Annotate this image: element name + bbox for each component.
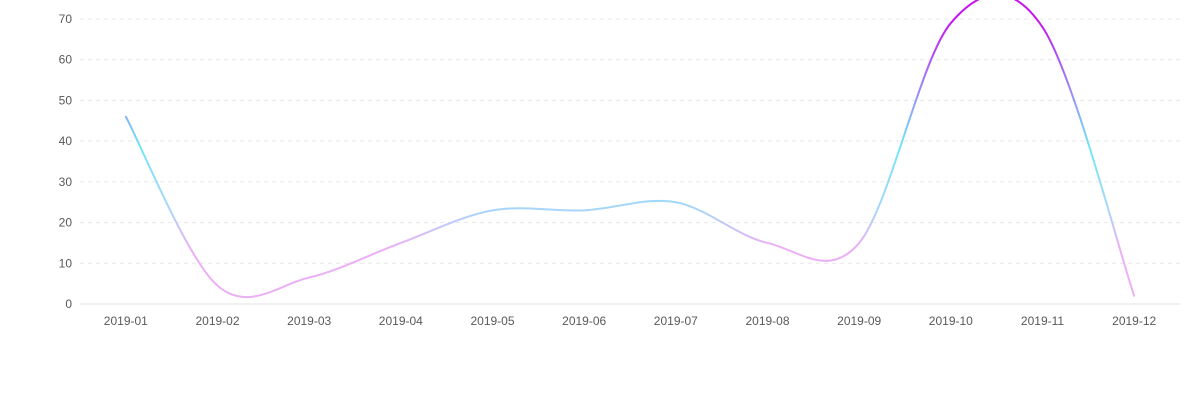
x-tick-label: 2019-06 xyxy=(562,314,606,328)
y-tick-label: 50 xyxy=(59,93,73,107)
data-point xyxy=(1131,293,1137,299)
grid-lines xyxy=(80,18,1180,264)
y-tick-label: 30 xyxy=(59,175,73,189)
data-point xyxy=(490,207,496,213)
data-point xyxy=(1040,24,1046,30)
data-point xyxy=(215,283,221,289)
data-point xyxy=(856,240,862,246)
data-point xyxy=(765,240,771,246)
x-tick-label: 2019-01 xyxy=(104,314,148,328)
data-point xyxy=(948,20,954,26)
data-point xyxy=(123,114,129,120)
data-point xyxy=(581,207,587,213)
series-line-0 xyxy=(124,0,1136,298)
x-tick-label: 2019-08 xyxy=(745,314,789,328)
x-tick-label: 2019-10 xyxy=(929,314,973,328)
tick-labels: 0 10 20 30 40 50 60 70 2019-01 2019-02 2019-03 2019… xyxy=(59,12,1157,328)
data-point xyxy=(398,240,404,246)
x-tick-label: 2019-07 xyxy=(654,314,698,328)
y-tick-label: 20 xyxy=(59,216,73,230)
y-tick-label: 0 xyxy=(65,297,72,311)
x-tick-label: 2019-12 xyxy=(1112,314,1156,328)
x-tick-label: 2019-09 xyxy=(837,314,881,328)
series-layer xyxy=(123,0,1137,299)
x-tick-label: 2019-11 xyxy=(1021,314,1064,328)
x-tick-label: 2019-02 xyxy=(195,314,239,328)
data-point xyxy=(673,199,679,205)
data-point xyxy=(306,275,312,281)
x-tick-label: 2019-04 xyxy=(379,314,423,328)
x-tick-label: 2019-03 xyxy=(287,314,331,328)
y-tick-label: 40 xyxy=(59,134,73,148)
y-tick-label: 60 xyxy=(59,53,73,67)
x-tick-label: 2019-05 xyxy=(470,314,514,328)
y-tick-label: 70 xyxy=(59,12,73,26)
y-tick-label: 10 xyxy=(59,256,73,270)
